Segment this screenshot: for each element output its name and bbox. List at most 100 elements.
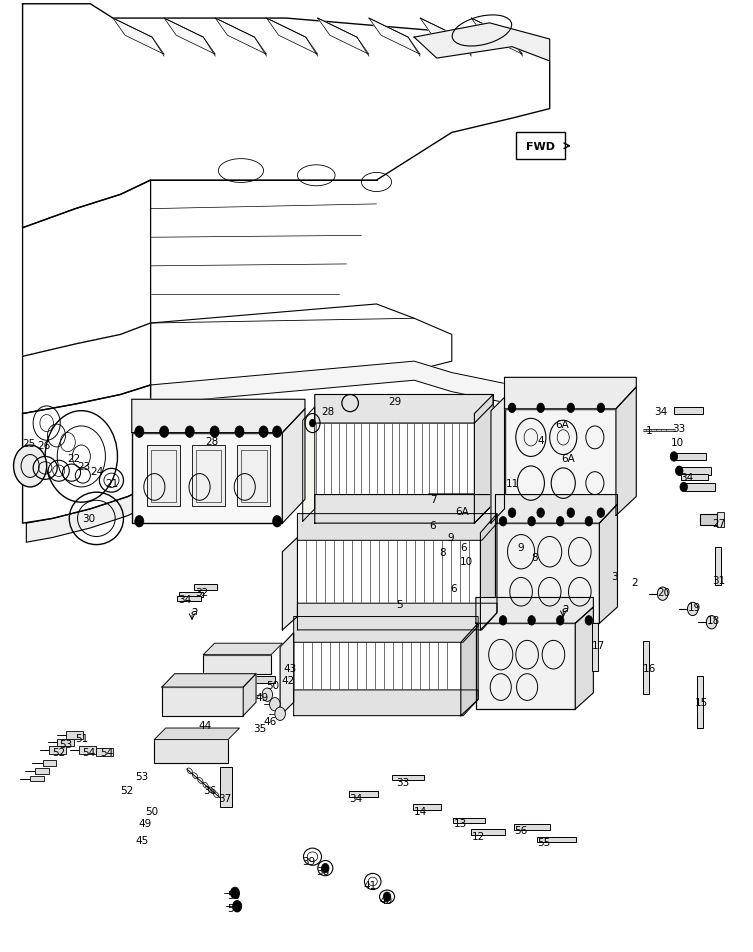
Polygon shape: [151, 362, 512, 405]
Bar: [700, 514, 717, 526]
Polygon shape: [282, 409, 305, 524]
Circle shape: [210, 426, 219, 438]
Circle shape: [508, 508, 516, 518]
Bar: [147, 446, 180, 506]
Polygon shape: [267, 19, 318, 55]
Bar: [96, 748, 113, 756]
Polygon shape: [280, 633, 294, 716]
Circle shape: [273, 426, 282, 438]
Text: 50: 50: [145, 806, 159, 816]
Circle shape: [259, 426, 268, 438]
Bar: [43, 761, 56, 766]
Bar: [237, 446, 270, 506]
Text: 13: 13: [454, 819, 468, 828]
Bar: [715, 547, 721, 585]
Bar: [57, 739, 74, 746]
Polygon shape: [282, 538, 297, 630]
Text: 10: 10: [671, 438, 684, 447]
Bar: [35, 768, 49, 774]
Text: 24: 24: [90, 466, 103, 476]
Polygon shape: [297, 604, 497, 630]
Polygon shape: [23, 181, 151, 357]
Polygon shape: [480, 514, 497, 630]
Circle shape: [680, 483, 687, 492]
Text: 6: 6: [430, 521, 436, 530]
Bar: [162, 687, 243, 716]
Text: 8: 8: [440, 547, 446, 557]
Text: 42: 42: [281, 676, 294, 685]
Text: 5: 5: [396, 600, 402, 609]
Bar: [471, 829, 505, 835]
Text: a: a: [191, 605, 198, 618]
Polygon shape: [495, 495, 617, 524]
Text: 49: 49: [255, 692, 269, 702]
Circle shape: [160, 426, 169, 438]
Text: 49: 49: [138, 819, 151, 828]
Text: 52: 52: [52, 747, 66, 757]
Circle shape: [567, 508, 575, 518]
Circle shape: [262, 688, 273, 702]
Polygon shape: [315, 495, 493, 524]
Circle shape: [687, 603, 698, 616]
Text: 29: 29: [389, 397, 402, 407]
Bar: [49, 746, 66, 754]
Polygon shape: [203, 644, 282, 655]
Text: 50: 50: [227, 903, 240, 913]
Text: 53: 53: [135, 771, 148, 781]
Text: FWD: FWD: [526, 142, 555, 151]
Circle shape: [185, 426, 194, 438]
Bar: [79, 746, 96, 754]
Text: 26: 26: [37, 441, 50, 450]
Text: 6A: 6A: [555, 420, 569, 429]
Circle shape: [597, 508, 605, 518]
Polygon shape: [151, 305, 452, 386]
Bar: [241, 450, 267, 503]
Polygon shape: [471, 19, 523, 55]
Text: 20: 20: [657, 587, 671, 597]
Bar: [495, 524, 599, 624]
Text: 17: 17: [592, 641, 605, 650]
Text: 6A: 6A: [562, 454, 575, 464]
Polygon shape: [318, 19, 369, 55]
Bar: [66, 731, 83, 739]
Bar: [697, 676, 703, 728]
Text: 32: 32: [195, 587, 209, 597]
Text: 10: 10: [460, 557, 474, 566]
Polygon shape: [303, 407, 315, 522]
Circle shape: [537, 404, 544, 413]
Text: 38: 38: [316, 866, 329, 876]
Polygon shape: [26, 486, 151, 543]
Bar: [476, 624, 575, 709]
Text: 18: 18: [707, 616, 721, 625]
Bar: [674, 407, 703, 414]
Circle shape: [670, 452, 678, 462]
Text: 4: 4: [538, 436, 544, 446]
Polygon shape: [491, 398, 505, 524]
Bar: [674, 453, 706, 461]
Text: 12: 12: [471, 831, 485, 841]
Circle shape: [499, 616, 507, 625]
Circle shape: [135, 516, 144, 527]
Bar: [132, 433, 282, 524]
Circle shape: [233, 901, 242, 912]
Circle shape: [14, 446, 47, 487]
Text: 33: 33: [396, 778, 410, 787]
Polygon shape: [476, 598, 593, 624]
Text: 6A: 6A: [456, 506, 469, 516]
Text: 51: 51: [75, 733, 88, 743]
Text: 39: 39: [302, 856, 316, 865]
Text: 19: 19: [687, 603, 701, 612]
Polygon shape: [215, 19, 267, 55]
Text: 9: 9: [518, 543, 524, 552]
Text: 50: 50: [227, 890, 240, 900]
Circle shape: [537, 508, 544, 518]
Text: 41: 41: [364, 881, 377, 890]
Text: 11: 11: [505, 479, 519, 488]
Text: 3: 3: [611, 571, 617, 581]
Text: 33: 33: [672, 424, 686, 433]
Circle shape: [275, 707, 285, 721]
Text: 54: 54: [100, 747, 114, 757]
Text: 52: 52: [120, 785, 133, 795]
Text: 9: 9: [447, 533, 453, 543]
Text: 8: 8: [532, 552, 538, 562]
